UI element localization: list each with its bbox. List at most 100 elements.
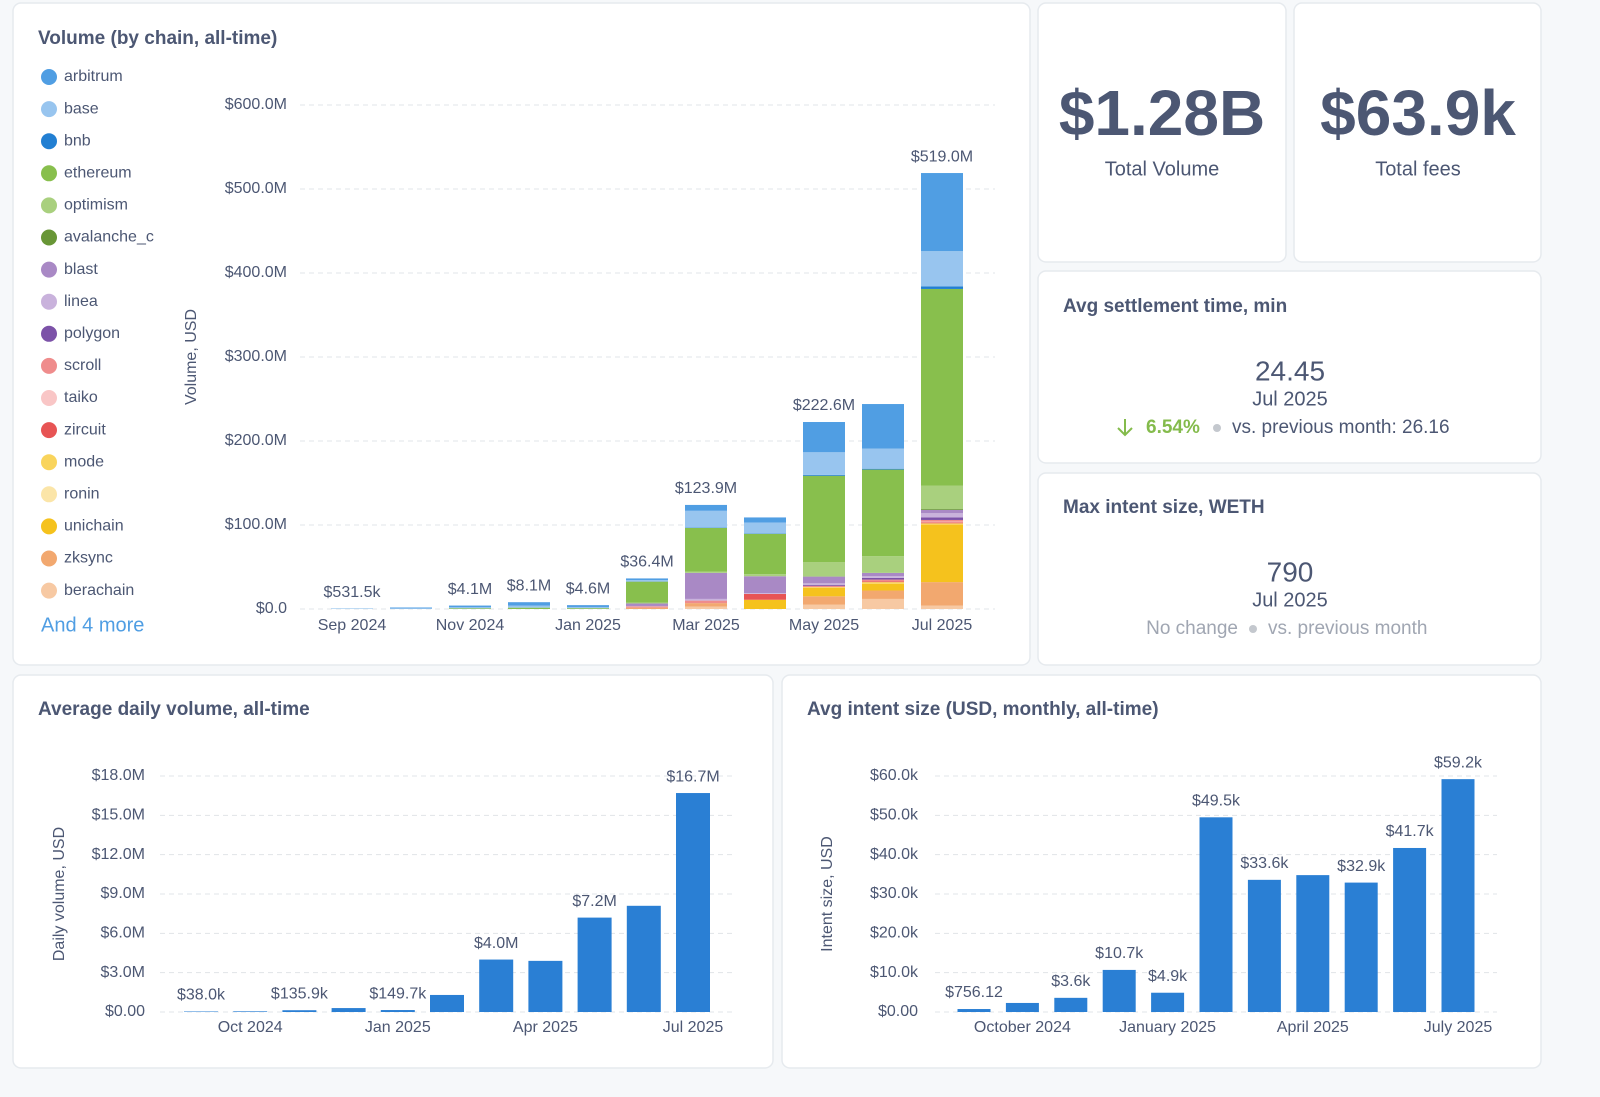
bar-segment	[744, 574, 786, 577]
legend-label: linea	[64, 293, 98, 310]
legend-label: ethereum	[64, 165, 132, 182]
bar	[1344, 882, 1378, 1012]
value-label: $135.9k	[271, 985, 329, 1002]
legend-label: berachain	[64, 582, 134, 599]
value-label: $3.6k	[1051, 973, 1091, 990]
bar-segment	[862, 448, 904, 469]
card	[1037, 472, 1542, 666]
x-tick-label: Oct 2024	[218, 1019, 283, 1036]
bar	[479, 959, 514, 1012]
legend-label: optimism	[64, 197, 128, 214]
bar-segment	[862, 576, 904, 578]
legend-label: taiko	[64, 389, 98, 406]
legend-swatch	[41, 133, 57, 150]
trend-title: Avg settlement time, min	[1063, 296, 1287, 317]
bar-segment	[862, 468, 904, 470]
total-label: $8.1M	[507, 577, 551, 594]
bar-segment	[803, 587, 845, 588]
x-tick-label: Jan 2025	[555, 617, 621, 634]
trend-value: 790	[1267, 556, 1314, 587]
legend-swatch	[41, 197, 57, 214]
legend-swatch	[41, 582, 57, 599]
bar-segment	[626, 578, 668, 581]
total-label: $123.9M	[675, 480, 737, 497]
y-axis-title: Daily volume, USD	[51, 827, 68, 961]
x-tick-label: Jul 2025	[663, 1019, 724, 1036]
bar-segment	[862, 572, 904, 577]
y-tick-label: $6.0M	[101, 925, 145, 942]
value-label: $149.7k	[369, 985, 427, 1002]
y-tick-label: $18.0M	[92, 767, 145, 784]
bar-segment	[921, 523, 963, 525]
kpi-value: $1.28B	[1059, 77, 1265, 149]
bar	[331, 1008, 366, 1012]
bar-segment	[567, 606, 609, 609]
bar	[1199, 817, 1233, 1012]
bar-segment	[626, 607, 668, 609]
bar	[528, 960, 563, 1012]
total-label: $519.0M	[911, 148, 973, 165]
bar-segment	[921, 485, 963, 510]
x-tick-label: Apr 2025	[513, 1019, 578, 1036]
bar-segment	[626, 603, 668, 606]
value-label: $33.6k	[1240, 855, 1289, 872]
bar-segment	[921, 519, 963, 522]
x-tick-label: Sep 2024	[318, 617, 387, 634]
bar-segment	[803, 452, 845, 475]
bar	[233, 1011, 268, 1012]
bar-segment	[685, 510, 727, 528]
kpi-label: Total fees	[1375, 158, 1461, 180]
bar-segment	[685, 603, 727, 607]
bar-segment	[449, 605, 491, 608]
bar-segment	[921, 286, 963, 289]
card	[12, 2, 1031, 666]
chart-title: Volume (by chain, all-time)	[38, 28, 277, 49]
y-tick-label: $30.0k	[870, 885, 919, 902]
bar-segment	[685, 527, 727, 572]
bar-segment	[921, 173, 963, 252]
y-tick-label: $0.0	[256, 600, 287, 617]
bar-segment	[390, 608, 432, 609]
legend-swatch	[41, 518, 57, 535]
legend-label: zksync	[64, 550, 113, 567]
trend-change: 6.54%	[1146, 417, 1200, 438]
value-label: $59.2k	[1434, 754, 1483, 771]
bar-segment	[862, 583, 904, 591]
bar-segment	[803, 604, 845, 609]
bar-segment	[803, 475, 845, 563]
legend-swatch	[41, 69, 57, 85]
bar-segment	[744, 576, 786, 594]
legend-swatch	[41, 357, 57, 374]
trend-comparison: vs. previous month: 26.16	[1232, 417, 1450, 438]
legend-swatch	[41, 261, 57, 278]
bar	[626, 905, 661, 1012]
legend-label: bnb	[64, 132, 91, 149]
x-tick-label: October 2024	[974, 1019, 1071, 1036]
bar	[380, 1010, 415, 1012]
legend-swatch	[41, 229, 57, 246]
kpi-label: Total Volume	[1105, 158, 1220, 180]
trend-title: Max intent size, WETH	[1063, 497, 1265, 518]
bar-segment	[921, 522, 963, 524]
bar-segment	[921, 513, 963, 518]
bar-segment	[744, 593, 786, 600]
value-label: $38.0k	[177, 987, 226, 1004]
x-tick-label: April 2025	[1277, 1019, 1349, 1036]
bar	[577, 917, 612, 1012]
bar-segment	[862, 590, 904, 599]
bar-segment	[921, 605, 963, 609]
bar-segment	[685, 598, 727, 601]
y-tick-label: $12.0M	[92, 846, 145, 863]
card	[1037, 270, 1542, 464]
down-arrow	[1117, 419, 1133, 437]
total-label: $36.4M	[620, 554, 673, 571]
legend-swatch	[41, 486, 57, 503]
x-tick-label: Mar 2025	[672, 617, 740, 634]
legend-swatch	[41, 390, 57, 406]
legend-swatch	[41, 165, 57, 182]
bar-segment	[803, 583, 845, 585]
bar-segment	[803, 596, 845, 605]
bar-segment	[744, 599, 786, 609]
legend-label: unichain	[64, 518, 124, 535]
x-tick-label: Nov 2024	[436, 617, 505, 634]
